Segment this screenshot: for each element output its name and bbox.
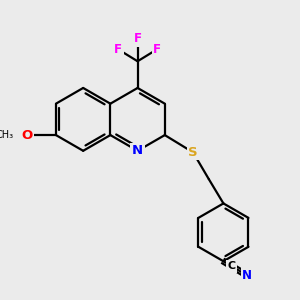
- Text: O: O: [21, 129, 33, 142]
- Text: CH₃: CH₃: [0, 130, 14, 140]
- Text: S: S: [188, 146, 198, 159]
- Text: N: N: [242, 269, 252, 282]
- Text: F: F: [114, 43, 122, 56]
- Text: C: C: [228, 261, 236, 271]
- Text: F: F: [153, 43, 161, 56]
- Text: F: F: [134, 32, 142, 45]
- Text: N: N: [132, 144, 143, 157]
